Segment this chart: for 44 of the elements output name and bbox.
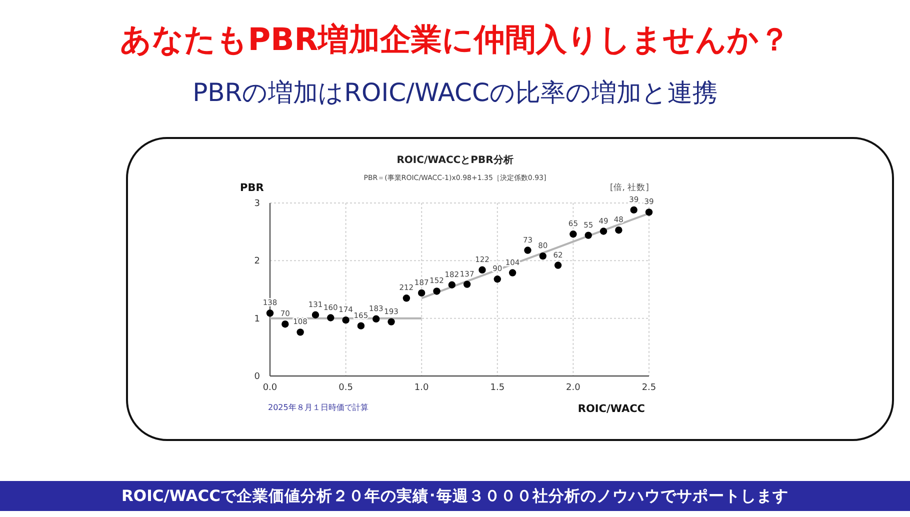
point: [372, 315, 380, 323]
point: [357, 322, 365, 330]
y-axis-title: PBR: [240, 182, 264, 194]
x-tick-label: 2.0: [566, 383, 581, 393]
text: あなたもPBR増加企業に仲間入りしませんか？: [120, 22, 790, 58]
point: [524, 246, 532, 254]
point: [418, 289, 426, 297]
point: [494, 276, 501, 283]
x-tick-label: 2.5: [642, 383, 656, 393]
point: [615, 226, 622, 234]
y-tick-label: 0: [254, 372, 260, 382]
point: [539, 252, 546, 260]
point: [508, 269, 516, 276]
point: [570, 230, 577, 238]
text: PBRの増加はROIC/WACCの比率の増加と連携: [192, 78, 718, 107]
point: [600, 228, 608, 235]
text: [倍, 社数]: [610, 182, 649, 193]
point: [296, 328, 304, 336]
point: [478, 266, 486, 274]
point: [554, 262, 562, 269]
point: [388, 318, 395, 326]
text: ROIC/WACCで企業価値分析２０年の実績･毎週３０００社分析のノウハウでサポートします: [121, 486, 789, 505]
point: [645, 208, 653, 216]
y-tick-label: 3: [254, 199, 260, 209]
x-tick-label: 1.5: [490, 383, 505, 393]
x-tick-label: 0.0: [262, 383, 278, 393]
point: [433, 288, 440, 295]
point: [266, 310, 274, 317]
point: [342, 316, 350, 324]
x-axis-title: ROIC/WACC: [578, 403, 646, 415]
x-tick-label: 1.0: [414, 383, 430, 393]
point: [448, 281, 456, 288]
point: [584, 232, 592, 239]
y-tick-label: 1: [254, 314, 260, 324]
text: 2025年８月１日時価で計算: [268, 403, 368, 412]
point: [327, 314, 334, 322]
point: [630, 206, 638, 214]
point: [312, 311, 320, 318]
point: [282, 320, 289, 328]
point: [463, 280, 471, 288]
y-tick-label: 2: [254, 256, 260, 267]
chart-title: ROIC/WACCとPBR分析: [396, 154, 514, 166]
x-tick-label: 0.5: [338, 383, 353, 393]
point: [402, 294, 410, 302]
